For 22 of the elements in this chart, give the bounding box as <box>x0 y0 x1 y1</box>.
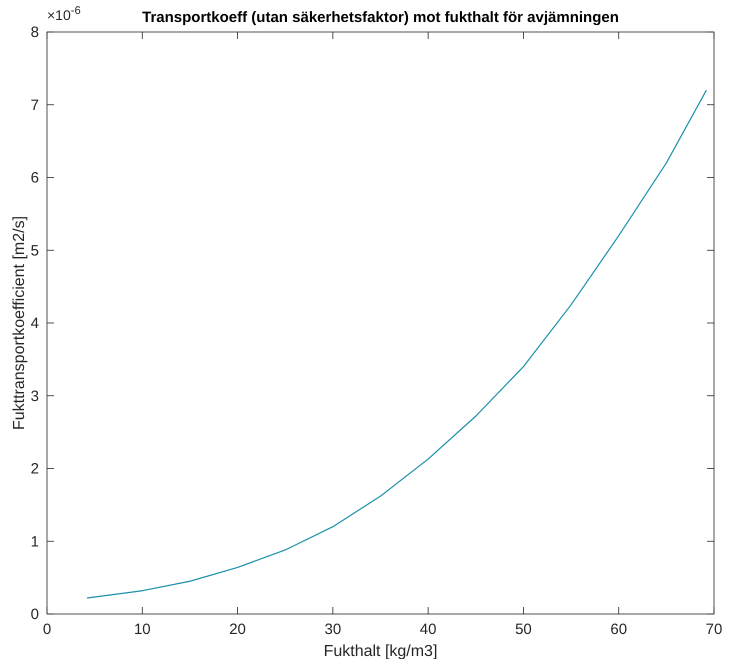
text: ×10$^{-6}$ <box>47 5 81 23</box>
x-tick-label: 70 <box>706 621 722 638</box>
y-tick-label: 1 <box>30 533 39 550</box>
y-tick-label: 6 <box>30 170 39 186</box>
chart-title: Transportkoeff (utan säkerhetsfaktor) mot fukthalt för avjämningen <box>142 9 619 26</box>
y-axis-title: Fukttransportkoefficient [m2/s] <box>11 216 28 430</box>
x-tick-label: 20 <box>229 621 246 638</box>
x-tick-label: 30 <box>324 621 342 638</box>
y-tick-label: 0 <box>30 606 39 623</box>
x-tick-label: 60 <box>610 621 628 638</box>
y-tick-label: 7 <box>30 96 39 114</box>
x-tick-label: 0 <box>42 621 52 638</box>
y-tick-label: 3 <box>30 388 39 405</box>
x-tick-label: 50 <box>515 621 532 638</box>
x-tick-label: 10 <box>134 621 151 638</box>
y-tick-label: 4 <box>30 315 39 332</box>
y-tick-label: 2 <box>30 460 39 478</box>
x-tick-label: 40 <box>420 621 436 638</box>
line-series <box>86 90 707 599</box>
y-tick-label: 8 <box>30 24 39 41</box>
y-tick-label: 5 <box>30 242 39 260</box>
x-axis-title: Fukthalt [kg/m3] <box>324 643 438 659</box>
